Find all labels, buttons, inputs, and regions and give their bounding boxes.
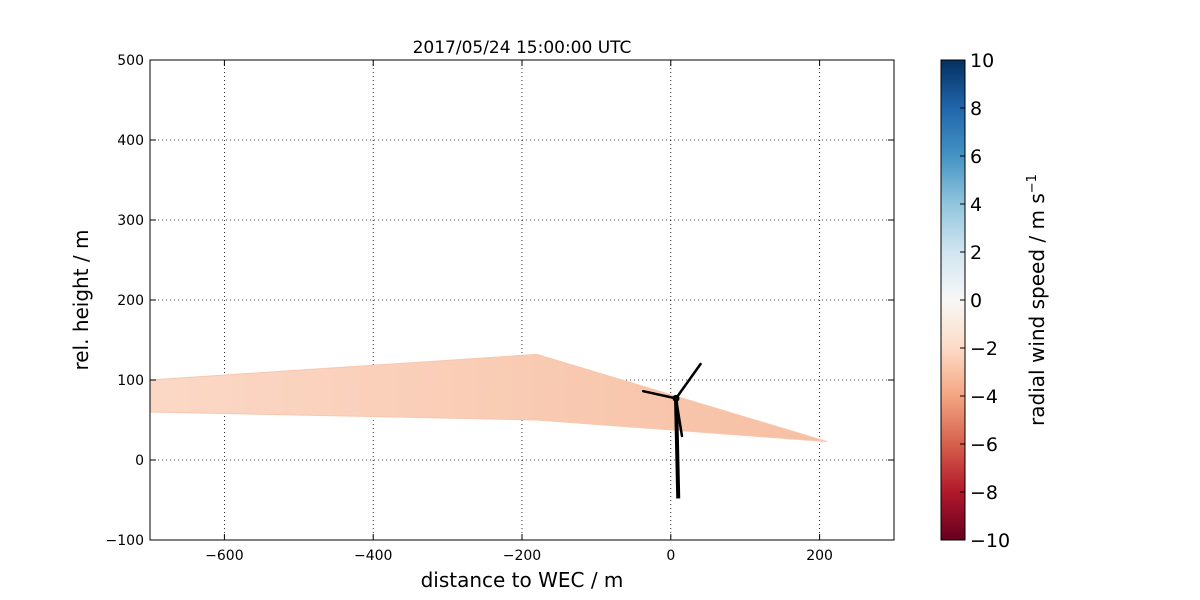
colorbar-tick-label: 4 <box>970 194 982 216</box>
plot-area: −600 −400 −200 0 200 −100 0 100 200 300 400 500 <box>106 53 895 564</box>
turbine-layer <box>642 362 702 499</box>
colorbar-label: radial wind speed / m s−1 <box>1025 174 1049 426</box>
y-axis-ticks: −100 0 100 200 300 400 500 <box>106 53 894 549</box>
y-tick-label: −100 <box>106 533 144 549</box>
x-tick-label: 0 <box>666 548 675 564</box>
x-axis-label: distance to WEC / m <box>421 568 624 592</box>
y-axis-label: rel. height / m <box>69 229 93 370</box>
colorbar-ticks: 10 8 6 4 2 0 −2 −4 −6 −8 −10 <box>960 50 1010 552</box>
turbine-hub <box>672 394 680 402</box>
grid-lines <box>150 60 894 540</box>
y-tick-label: 500 <box>117 53 144 69</box>
turbine-blade <box>674 362 702 400</box>
colorbar-tick-label: −10 <box>970 530 1010 552</box>
colorbar: 10 8 6 4 2 0 −2 −4 −6 −8 −10 radial wind speed / m… <box>940 50 1049 552</box>
colorbar-tick-label: 0 <box>970 290 982 312</box>
y-tick-label: 200 <box>117 293 144 309</box>
colorbar-tick-label: −8 <box>970 482 998 504</box>
colorbar-tick-label: −2 <box>970 338 998 360</box>
colorbar-label-text: radial wind speed / m s <box>1025 193 1049 426</box>
turbine-tower <box>674 398 681 499</box>
scan-region <box>150 353 828 443</box>
y-tick-label: 300 <box>117 213 144 229</box>
x-tick-label: −400 <box>354 548 392 564</box>
turbine-blade <box>674 397 684 438</box>
y-tick-label: 100 <box>117 373 144 389</box>
turbine-blade <box>642 389 678 400</box>
chart-title: 2017/05/24 15:00:00 UTC <box>413 38 632 58</box>
colorbar-tick-label: 10 <box>970 50 994 72</box>
y-tick-label: 400 <box>117 133 144 149</box>
x-tick-label: −200 <box>503 548 541 564</box>
colorbar-tick-label: −6 <box>970 434 998 456</box>
x-tick-label: −600 <box>205 548 243 564</box>
colorbar-tick-label: 2 <box>970 242 982 264</box>
scan-region-layer <box>150 353 828 443</box>
y-tick-label: 0 <box>135 453 144 469</box>
x-tick-label: 200 <box>806 548 833 564</box>
colorbar-tick-label: −4 <box>970 386 998 408</box>
colorbar-label-superscript: −1 <box>1025 174 1040 193</box>
colorbar-tick-label: 6 <box>970 146 982 168</box>
x-axis-ticks: −600 −400 −200 0 200 <box>205 60 833 564</box>
colorbar-tick-label: 8 <box>970 98 982 120</box>
